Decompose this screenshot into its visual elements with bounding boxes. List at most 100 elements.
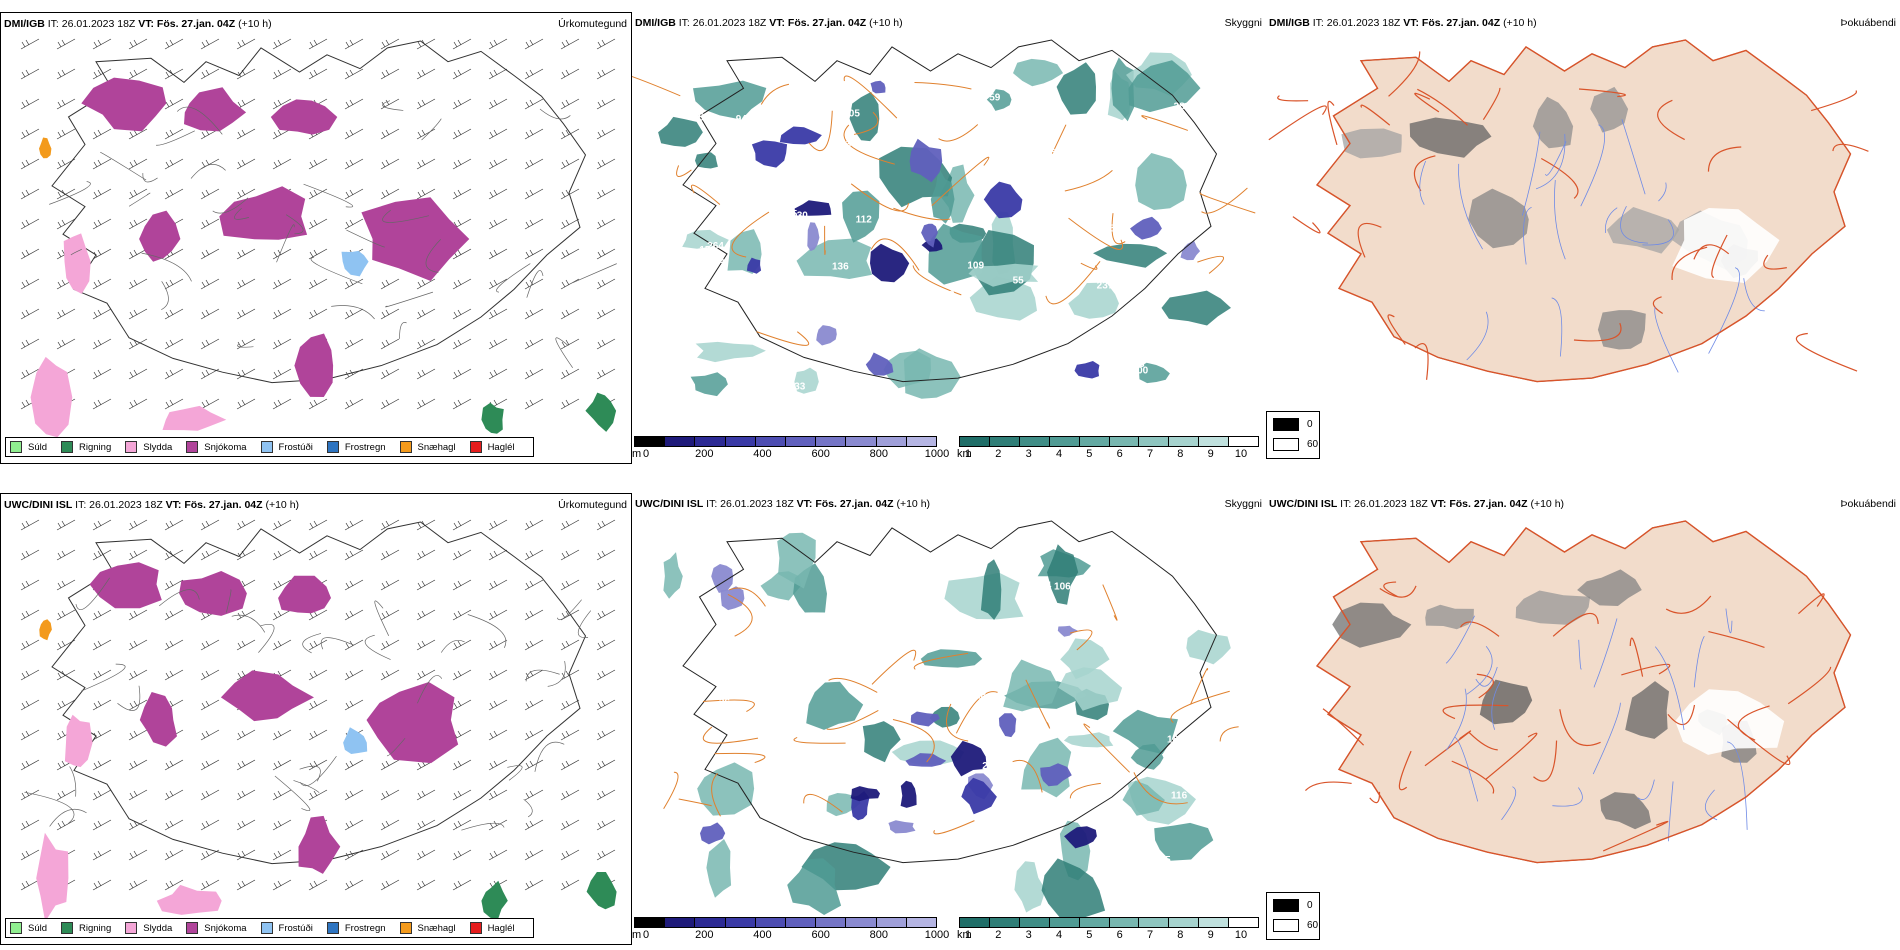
wind-barb <box>236 308 256 320</box>
wind-barb <box>272 849 292 861</box>
visibility-area <box>706 839 732 898</box>
precip-area <box>481 402 504 434</box>
road <box>938 124 979 142</box>
wind-barb <box>452 699 472 711</box>
colorbar-swatch <box>876 437 907 446</box>
fog-legend-item: 0 <box>1273 418 1313 431</box>
road <box>117 685 141 711</box>
visibility-km-colorbar: km 1 2 3 4 5 6 7 8 9 10 <box>957 436 1259 461</box>
precip-type-map <box>20 38 617 438</box>
low-visibility-cell <box>850 786 880 802</box>
river <box>1604 207 1618 233</box>
wind-barb <box>380 188 400 200</box>
wind-barb <box>560 158 580 170</box>
wind-barb <box>200 669 220 681</box>
colorbar-tick-label: 2 <box>995 929 1002 941</box>
wind-barb <box>488 308 508 320</box>
visibility-area <box>658 116 703 147</box>
road <box>1629 637 1644 677</box>
road <box>1476 673 1494 699</box>
visibility-value-label: 237 <box>1097 280 1114 291</box>
fog-patch <box>1606 207 1680 254</box>
visibility-area <box>695 341 766 363</box>
visibility-area <box>1047 544 1079 605</box>
wind-barb <box>20 278 40 290</box>
wind-barb <box>56 699 76 711</box>
wind-barb <box>92 38 112 50</box>
precip-type-map <box>20 519 617 922</box>
road <box>285 214 304 235</box>
wind-barb <box>236 248 256 260</box>
fog-legend-item: 0 <box>1273 899 1313 912</box>
road <box>1468 732 1498 751</box>
colorbar-tick-label: 8 <box>1177 929 1184 941</box>
wind-barb <box>128 158 148 170</box>
visibility-area <box>806 681 864 730</box>
visibility-value-label: 700 <box>778 114 795 125</box>
visibility-value-label: 43 <box>763 762 775 773</box>
wind-barb <box>164 819 184 831</box>
wind-barb <box>56 38 76 50</box>
visibility-value-labels: 191 18 103 194 284 83 116 155 54 26 231 128 130 193 24… <box>719 568 1188 866</box>
wind-barb <box>128 128 148 140</box>
wind-barb <box>92 639 112 651</box>
legend-label: Slydda <box>143 922 173 934</box>
wind-barb <box>200 38 220 50</box>
road <box>1304 781 1352 792</box>
precip-area <box>294 333 334 397</box>
colorbar-tick-label: 600 <box>811 448 830 460</box>
fog-legend-swatch <box>1273 418 1299 431</box>
wind-barb <box>524 398 544 410</box>
wind-barb <box>596 579 616 591</box>
river <box>1727 741 1748 830</box>
colorbar-tick-label: 3 <box>1025 448 1032 460</box>
wind-barb <box>200 549 220 561</box>
wind-barb <box>92 789 112 801</box>
wind-barb <box>596 278 616 290</box>
fog-patch <box>1577 569 1642 606</box>
wind-barb <box>344 368 364 380</box>
river <box>1501 786 1517 821</box>
road <box>1533 740 1558 782</box>
low-visibility-cell <box>888 820 916 834</box>
legend-label: Súld <box>28 441 48 453</box>
wind-barb <box>380 519 400 531</box>
road <box>1460 621 1500 637</box>
road <box>1708 630 1765 649</box>
low-visibility-cell <box>905 753 947 767</box>
road <box>1292 216 1321 234</box>
river <box>1475 666 1498 687</box>
visibility-value-label: 117 <box>1046 104 1063 115</box>
wind-barb <box>488 759 508 771</box>
wind-barb <box>128 759 148 771</box>
road <box>808 110 833 152</box>
legend-label: Frostúði <box>278 922 313 934</box>
visibility-area <box>777 532 816 589</box>
wind-barb <box>92 609 112 621</box>
wind-barb <box>128 308 148 320</box>
legend-label: Rigning <box>79 922 112 934</box>
variable-name: Úrkomutegund <box>558 18 627 30</box>
wind-barb <box>272 729 292 741</box>
wind-barb <box>92 338 112 350</box>
wind-barb <box>380 579 400 591</box>
wind-barb <box>56 218 76 230</box>
road <box>440 639 465 653</box>
wind-barb <box>452 789 472 801</box>
wind-barb <box>56 188 76 200</box>
wind-barb <box>56 819 76 831</box>
road <box>346 229 385 248</box>
road <box>190 164 226 179</box>
road <box>1798 593 1825 615</box>
wind-barb <box>92 549 112 561</box>
wind-barb <box>128 669 148 681</box>
road <box>382 100 404 111</box>
road <box>1737 705 1770 741</box>
legend-swatch <box>125 922 138 934</box>
visibility-value-label: 103 <box>889 634 906 645</box>
wind-barb <box>416 819 436 831</box>
wind-barb <box>308 278 328 290</box>
wind-barb <box>20 609 40 621</box>
wind-barb <box>452 38 472 50</box>
road <box>728 587 766 607</box>
